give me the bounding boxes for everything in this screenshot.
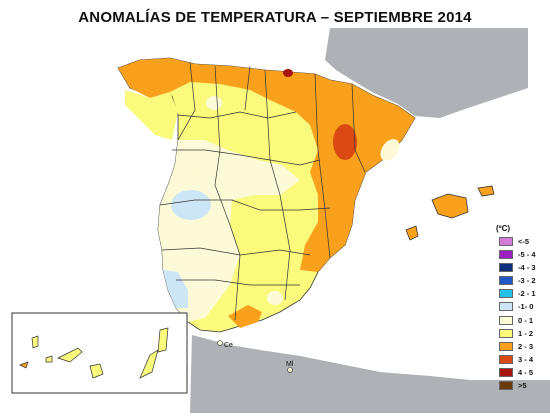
- mallorca: [431, 193, 469, 219]
- zone-red-aragon: [333, 124, 357, 160]
- zone-center-pale: [175, 140, 300, 200]
- legend-swatch: [499, 289, 513, 299]
- legend-unit: (ºC): [496, 224, 511, 233]
- legend-item: -4 - 3: [493, 262, 550, 274]
- ceuta-marker: [217, 340, 223, 346]
- legend-label: -4 - 3: [518, 263, 536, 273]
- canary-inset: [11, 312, 188, 394]
- legend-label: -1- 0: [518, 302, 534, 312]
- legend-item: 2 - 3: [493, 341, 550, 353]
- ibiza: [405, 225, 419, 241]
- legend-label: 4 - 5: [518, 367, 534, 377]
- melilla-marker: [287, 367, 293, 373]
- zone-darkred-basque: [283, 69, 293, 77]
- legend-label: 3 - 4: [518, 354, 534, 364]
- zone-blue-huelva: [163, 270, 188, 308]
- zone-blue-extremadura: [171, 190, 211, 220]
- legend-swatch: [499, 354, 513, 364]
- canary-gomera: [45, 355, 53, 363]
- canary-hierro: [19, 361, 29, 369]
- legend-swatch: [499, 315, 513, 325]
- legend-item: <-5: [493, 236, 550, 248]
- legend-item: -2 - 1: [493, 288, 550, 300]
- legend-item: -5 - 4: [493, 249, 550, 261]
- canary-tenerife: [57, 347, 83, 363]
- zone-pale-dot1: [206, 96, 222, 110]
- legend-swatch: [499, 237, 513, 246]
- legend-label: -3 - 2: [518, 276, 536, 286]
- zone-pale-coast: [380, 139, 400, 161]
- legend-swatch: [499, 263, 513, 273]
- legend-swatch: [499, 381, 513, 391]
- zone-north-orange: [118, 58, 415, 272]
- legend-swatch: [499, 328, 513, 338]
- legend-label: <-5: [518, 237, 530, 246]
- legend-swatch: [499, 276, 513, 286]
- zone-southeast-orange: [228, 305, 262, 328]
- legend-item: 4 - 5: [493, 367, 550, 379]
- zone-pale-dot2: [267, 291, 283, 305]
- legend-item: -3 - 2: [493, 275, 550, 287]
- canary-lanzarote: [157, 327, 169, 353]
- portugal-land: [95, 80, 180, 340]
- france-land: [325, 28, 528, 118]
- legend-item: 1 - 2: [493, 328, 550, 340]
- canary-lapalma: [31, 335, 39, 349]
- legend-item: 0 - 1: [493, 315, 550, 327]
- melilla-label: Ml: [286, 361, 294, 368]
- canary-fuerteventura: [139, 349, 159, 379]
- legend-label: 1 - 2: [518, 328, 534, 338]
- map-title: ANOMALÍAS DE TEMPERATURA – SEPTIEMBRE 20…: [78, 9, 472, 26]
- legend-label: 2 - 3: [518, 341, 534, 351]
- legend: <-5 -5 - 4 -4 - 3 -3 - 2 -2 - 1 -1- 0 0 - 1 1 -…: [493, 236, 550, 393]
- legend-item: 3 - 4: [493, 354, 550, 366]
- zone-galicia-yellow: [125, 90, 178, 140]
- legend-label: -2 - 1: [518, 289, 536, 299]
- anomaly-map: Ce Ml: [0, 28, 550, 413]
- legend-item: -1- 0: [493, 301, 550, 313]
- legend-swatch: [499, 341, 513, 351]
- legend-swatch: [499, 302, 513, 312]
- morocco-land: [190, 335, 550, 413]
- legend-label: >5: [518, 381, 527, 391]
- legend-swatch: [499, 250, 513, 260]
- menorca: [477, 185, 495, 197]
- ceuta-label: Ce: [224, 342, 233, 349]
- legend-label: -5 - 4: [518, 250, 536, 260]
- legend-item: >5: [493, 380, 550, 392]
- legend-label: 0 - 1: [518, 315, 534, 325]
- canary-grancanaria: [89, 363, 104, 379]
- legend-swatch: [499, 367, 513, 377]
